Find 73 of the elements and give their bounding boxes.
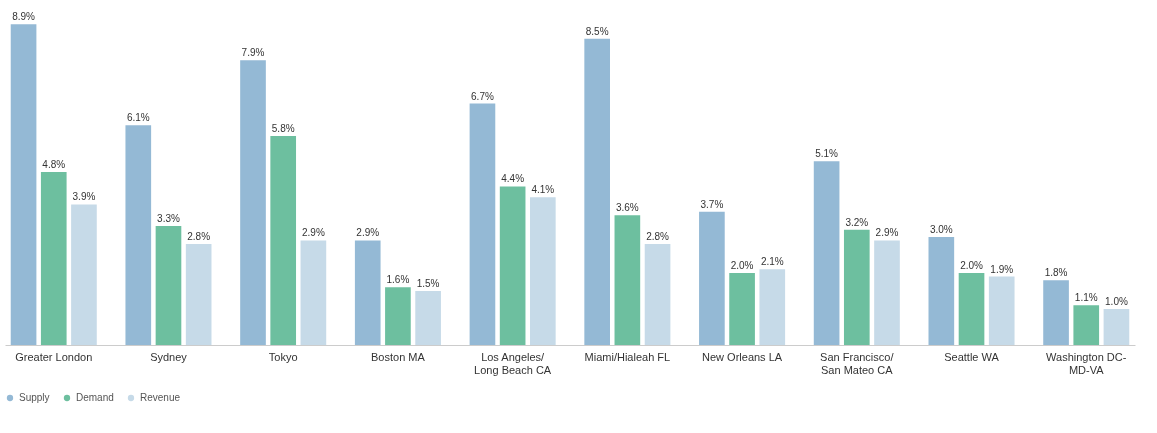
data-label: 2.9%	[356, 227, 380, 239]
data-label: 1.1%	[1074, 292, 1098, 304]
bar	[530, 197, 556, 345]
bar	[958, 272, 985, 345]
bar	[415, 290, 441, 345]
bar	[759, 269, 786, 345]
data-label: 2.9%	[301, 227, 325, 239]
bar	[240, 60, 266, 345]
bar	[1103, 308, 1130, 345]
data-label: 2.0%	[730, 259, 754, 271]
x-tick-label: Greater London	[15, 350, 93, 363]
data-label: 4.1%	[531, 184, 555, 196]
bar	[584, 38, 610, 345]
data-label: 4.4%	[501, 173, 525, 185]
bar	[71, 204, 97, 345]
x-tick-label: Washington DC- MD-VA	[1046, 350, 1127, 376]
legend-label: Demand	[76, 392, 114, 403]
x-tick-label: Seattle WA	[944, 350, 1000, 363]
bar	[874, 240, 900, 345]
data-label: 1.5%	[416, 277, 440, 289]
bar	[843, 229, 870, 345]
bar	[1073, 305, 1100, 345]
data-label: 2.1%	[760, 256, 784, 268]
x-tick-label: Sydney	[150, 350, 188, 363]
data-label: 5.1%	[815, 148, 839, 160]
data-label: 1.0%	[1105, 295, 1128, 307]
data-label: 2.0%	[960, 259, 984, 271]
data-label: 7.9%	[241, 47, 265, 59]
bar	[385, 287, 411, 345]
data-label: 6.7%	[471, 90, 494, 102]
data-label: 3.6%	[615, 202, 639, 214]
data-label: 5.8%	[271, 122, 295, 134]
legend-label: Revenue	[140, 392, 181, 403]
bar	[699, 211, 725, 345]
bar	[499, 186, 526, 345]
data-label: 1.9%	[990, 263, 1014, 275]
x-tick-label: Boston MA	[371, 350, 426, 363]
bar	[300, 240, 327, 345]
data-label: 2.9%	[875, 227, 899, 239]
x-tick-label: New Orleans LA	[702, 350, 783, 363]
x-tick-label: Tokyo	[268, 350, 298, 363]
x-tick-label: Los Angeles/ Long Beach CA	[474, 350, 552, 376]
data-label: 3.3%	[157, 213, 180, 225]
data-label: 8.5%	[585, 25, 609, 37]
bar	[928, 236, 955, 345]
data-label: 3.7%	[700, 198, 724, 210]
data-label: 8.9%	[12, 11, 36, 23]
bar	[40, 172, 67, 345]
bar	[813, 161, 840, 345]
bar	[185, 244, 212, 345]
data-label: 4.8%	[42, 159, 66, 171]
bar	[354, 240, 381, 345]
data-label: 6.1%	[126, 112, 150, 124]
x-tick-label: San Francisco/ San Mateo CA	[820, 350, 895, 376]
data-label: 1.6%	[386, 274, 410, 286]
bar	[469, 103, 496, 345]
data-label: 2.8%	[187, 231, 211, 243]
data-label: 3.9%	[72, 191, 96, 203]
bar	[644, 244, 671, 345]
bar	[10, 24, 37, 345]
bar	[1043, 280, 1069, 345]
x-tick-label: Miami/Hialeah FL	[584, 350, 671, 363]
data-label: 3.0%	[929, 223, 953, 235]
bar	[614, 215, 641, 345]
legend-label: Supply	[19, 392, 50, 403]
data-label: 2.8%	[646, 231, 670, 243]
bar	[270, 135, 297, 345]
bar	[125, 125, 152, 345]
data-label: 3.2%	[845, 216, 869, 228]
data-label: 1.8%	[1044, 267, 1068, 279]
bar	[155, 226, 182, 345]
bar	[988, 276, 1015, 345]
bar	[729, 272, 755, 345]
